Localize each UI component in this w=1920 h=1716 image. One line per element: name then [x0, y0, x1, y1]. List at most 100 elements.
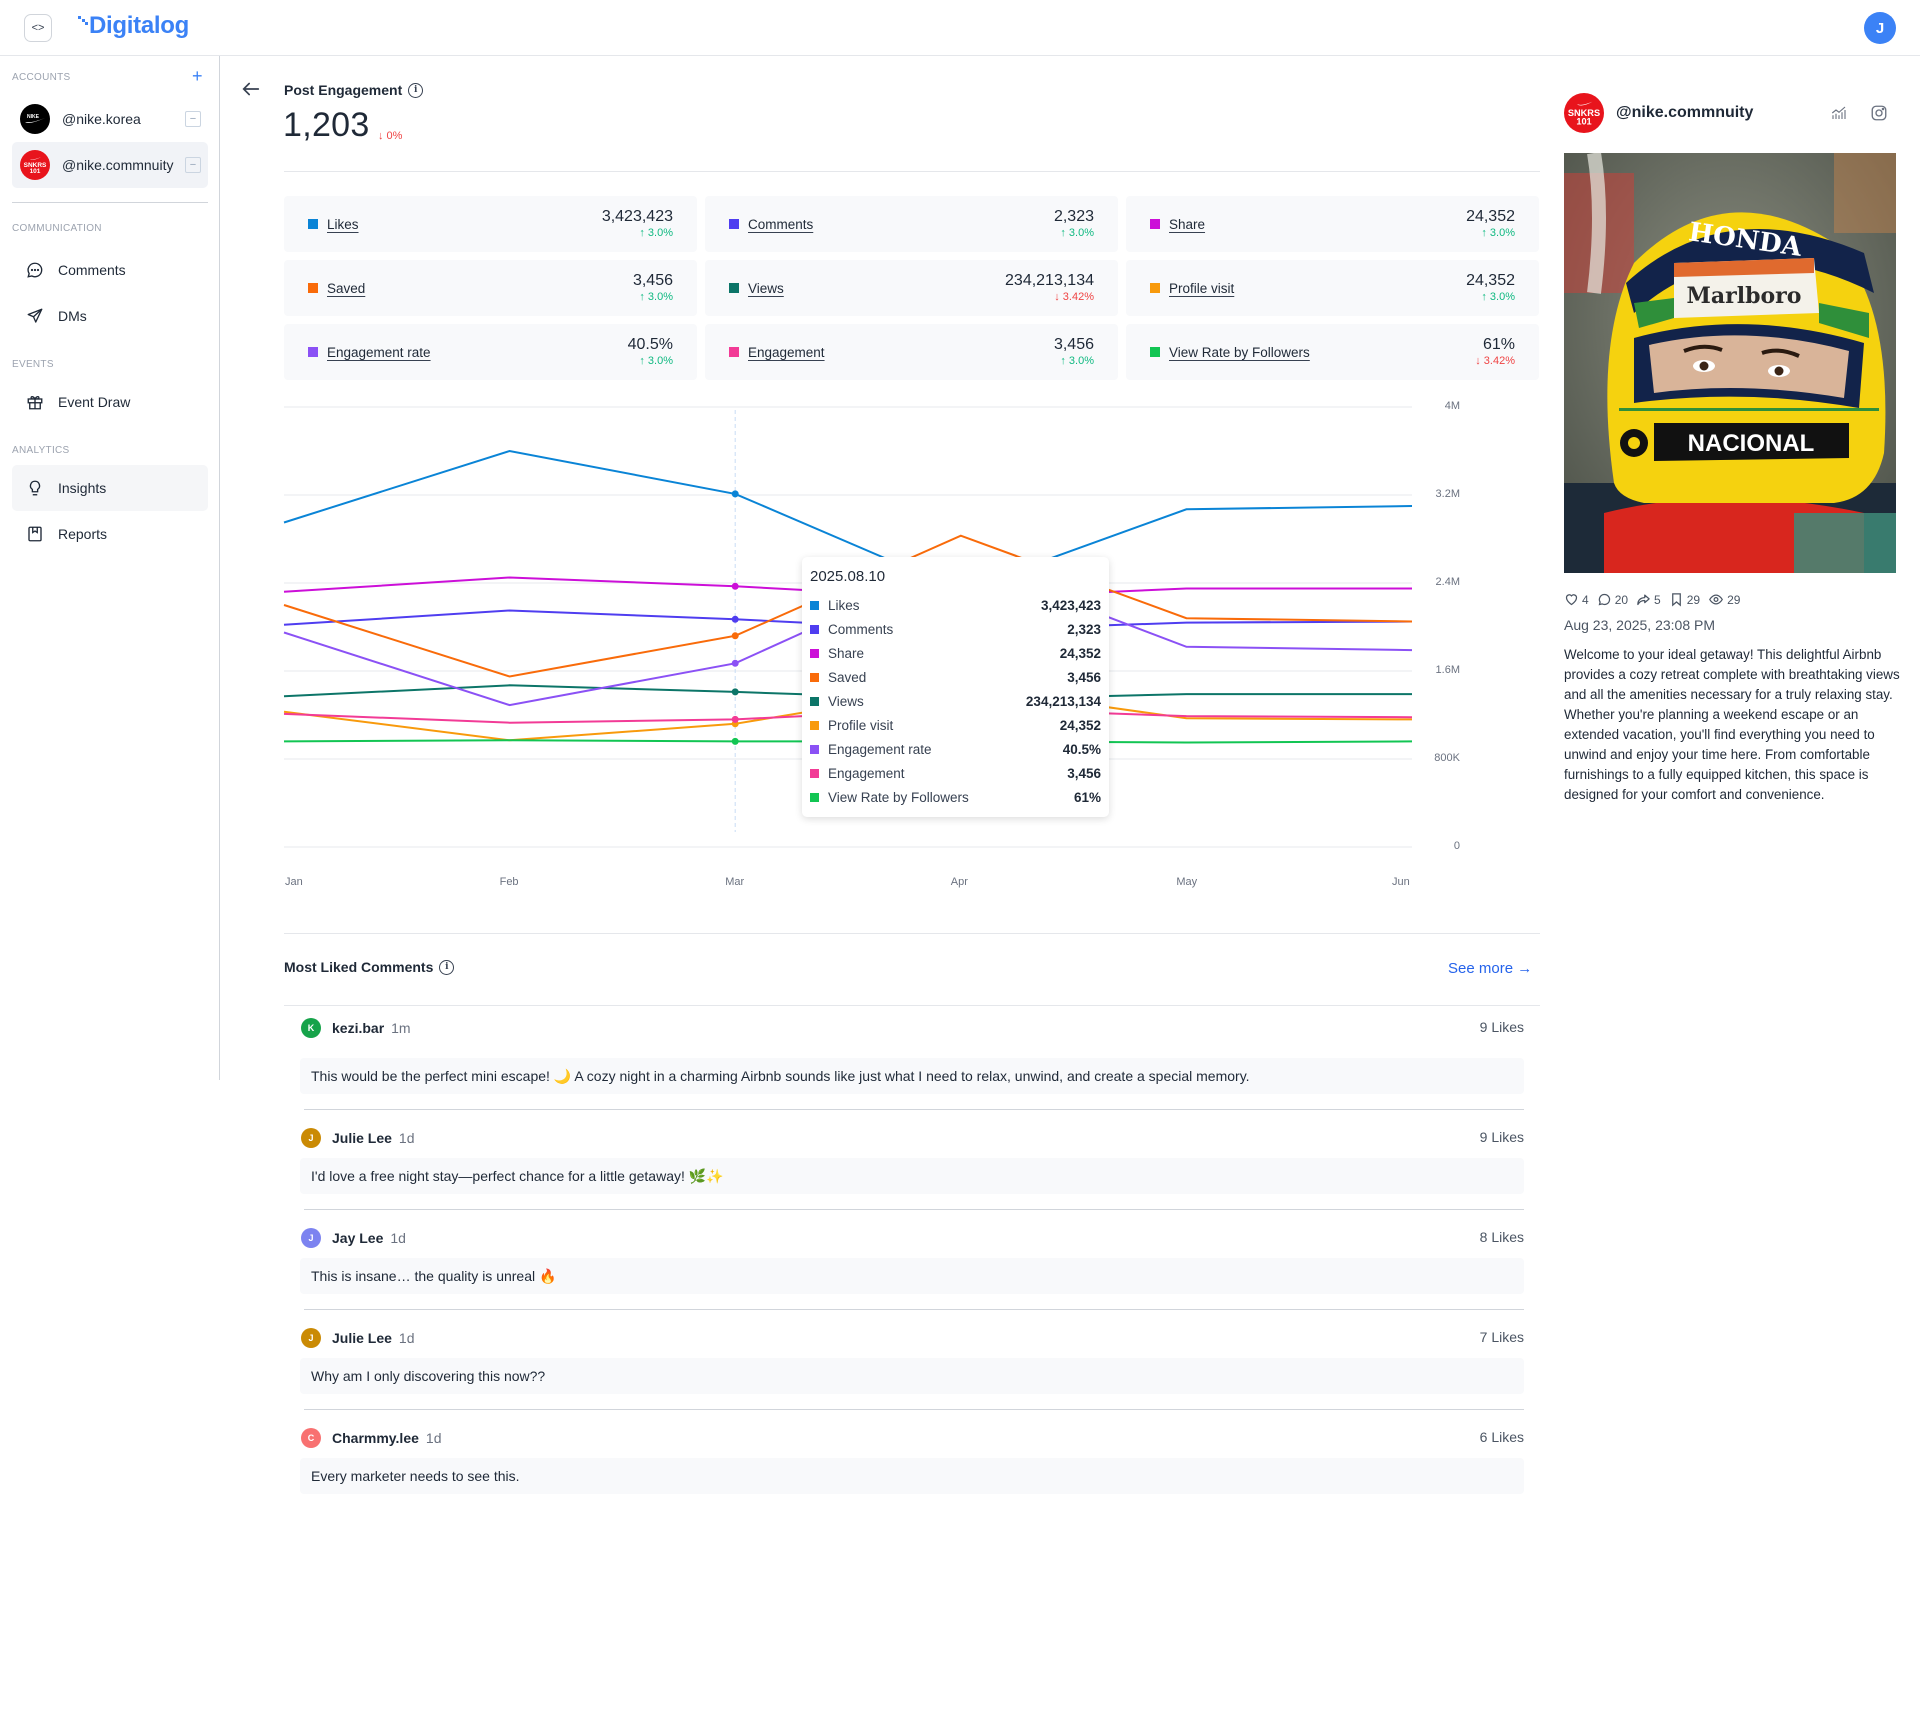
- metric-label[interactable]: Saved: [327, 280, 366, 296]
- metric-card-likes[interactable]: Likes 3,423,423 ↑ 3.0%: [284, 196, 697, 252]
- account-item-nike-korea[interactable]: NIKE @nike.korea −: [12, 96, 208, 142]
- legend-swatch: [810, 648, 819, 658]
- instagram-icon[interactable]: [1870, 104, 1888, 122]
- y-tick-label: 1.6M: [1435, 664, 1460, 676]
- info-icon[interactable]: i: [408, 82, 424, 98]
- y-tick-label: 2.4M: [1435, 576, 1460, 588]
- analytics-chart-icon[interactable]: [1830, 104, 1848, 122]
- metric-card-share[interactable]: Share 24,352 ↑ 3.0%: [1126, 196, 1539, 252]
- sidebar-item-reports[interactable]: Reports: [12, 511, 208, 557]
- commenter-name[interactable]: Julie Lee: [332, 1330, 392, 1346]
- svg-text:101: 101: [30, 168, 41, 175]
- tooltip-value: 24,352: [1059, 717, 1101, 733]
- user-avatar[interactable]: J: [1864, 12, 1896, 44]
- tooltip-row: Saved 3,456: [810, 665, 1101, 689]
- bookmark-icon: [1671, 593, 1681, 607]
- hover-point: [731, 715, 739, 723]
- metric-card-profile-visit[interactable]: Profile visit 24,352 ↑ 3.0%: [1126, 260, 1539, 316]
- comment-text: This would be the perfect mini escape! 🌙…: [300, 1058, 1524, 1094]
- metric-values: 3,456 ↑ 3.0%: [1054, 336, 1094, 369]
- shares-count: 5: [1654, 592, 1661, 607]
- commenter-name[interactable]: Julie Lee: [332, 1130, 392, 1146]
- post-photo[interactable]: HONDA Marlboro NACIONAL: [1564, 153, 1896, 573]
- tooltip-row: Comments 2,323: [810, 617, 1101, 641]
- most-liked-comments-title: Most Liked Comments i: [284, 959, 455, 975]
- remove-account-button[interactable]: −: [185, 157, 201, 173]
- tooltip-value: 3,456: [1067, 765, 1101, 781]
- metric-card-engagement-rate[interactable]: Engagement rate 40.5% ↑ 3.0%: [284, 324, 697, 380]
- metric-label[interactable]: View Rate by Followers: [1169, 344, 1310, 360]
- back-button[interactable]: [240, 78, 262, 100]
- add-account-button[interactable]: +: [192, 66, 203, 86]
- metric-label[interactable]: Share: [1169, 216, 1206, 232]
- legend-swatch: [729, 347, 739, 357]
- remove-account-button[interactable]: −: [185, 111, 201, 127]
- sidebar: ACCOUNTS + NIKE @nike.korea − SNKRS 101 @…: [0, 56, 220, 1080]
- sidebar-item-event-draw[interactable]: Event Draw: [12, 379, 208, 425]
- commenter-name[interactable]: Charmmy.lee: [332, 1430, 419, 1446]
- hover-point: [731, 659, 739, 667]
- legend-swatch: [810, 720, 819, 730]
- metric-value: 2,323: [1053, 207, 1094, 225]
- comment-likes: 9 Likes: [1479, 1019, 1524, 1035]
- metric-label[interactable]: Engagement rate: [327, 344, 431, 360]
- metric-value: 3,456: [632, 271, 673, 289]
- metric-values: 3,423,423 ↑ 3.0%: [602, 208, 673, 241]
- likes-count: 4: [1582, 592, 1589, 607]
- events-section-label: EVENTS: [12, 359, 54, 370]
- metric-label[interactable]: Comments: [748, 216, 814, 232]
- commenter-name[interactable]: kezi.bar: [332, 1020, 385, 1036]
- see-more-link[interactable]: See more →: [1448, 960, 1533, 977]
- svg-text:101: 101: [1576, 116, 1591, 126]
- likes-stat: 4: [1564, 592, 1589, 607]
- legend-swatch: [810, 624, 819, 634]
- comment-divider: [304, 1109, 1524, 1110]
- hover-point: [731, 632, 739, 640]
- account-item-nike-community[interactable]: SNKRS 101 @nike.commnuity −: [12, 142, 208, 188]
- sidebar-item-dms[interactable]: DMs: [12, 293, 208, 339]
- metric-label[interactable]: Engagement: [748, 344, 825, 360]
- post-engagement-change: ↓ 0%: [378, 130, 403, 142]
- gift-icon: [26, 393, 44, 411]
- sidebar-item-label: Reports: [58, 526, 108, 542]
- info-icon[interactable]: i: [439, 959, 455, 975]
- hover-point: [731, 688, 739, 696]
- comment-divider: [304, 1209, 1524, 1210]
- saves-count: 29: [1686, 592, 1701, 607]
- tooltip-row: Likes 3,423,423: [810, 593, 1101, 617]
- y-tick-label: 800K: [1434, 752, 1460, 764]
- nike-swoosh-icon: NIKE: [25, 114, 45, 123]
- hover-point: [731, 615, 739, 623]
- comment-likes: 7 Likes: [1479, 1329, 1524, 1345]
- sidebar-toggle-button[interactable]: <>: [24, 14, 52, 42]
- tooltip-label: Profile visit: [828, 717, 894, 733]
- x-tick-label: Jan: [285, 876, 303, 888]
- tooltip-row: Share 24,352: [810, 641, 1101, 665]
- logo-text: Digitalog: [89, 12, 189, 39]
- comment-likes: 9 Likes: [1479, 1129, 1524, 1145]
- metric-label[interactable]: Profile visit: [1169, 280, 1235, 296]
- sidebar-item-comments[interactable]: Comments: [12, 247, 208, 293]
- metric-value: 24,352: [1466, 207, 1515, 225]
- tooltip-label: Engagement rate: [828, 741, 932, 757]
- metric-label[interactable]: Likes: [327, 216, 359, 232]
- metric-card-view-rate-by-followers[interactable]: View Rate by Followers 61% ↓ 3.42%: [1126, 324, 1539, 380]
- post-account-handle[interactable]: @nike.commnuity: [1616, 104, 1754, 121]
- metric-card-engagement[interactable]: Engagement 3,456 ↑ 3.0%: [705, 324, 1118, 380]
- series-line-likes[interactable]: [283, 449, 1413, 592]
- sidebar-item-label: Event Draw: [58, 394, 131, 410]
- metric-card-saved[interactable]: Saved 3,456 ↑ 3.0%: [284, 260, 697, 316]
- metric-label[interactable]: Views: [748, 280, 784, 296]
- commenter-avatar: K: [301, 1018, 321, 1038]
- sidebar-item-insights[interactable]: Insights: [12, 465, 208, 511]
- legend-swatch: [308, 347, 318, 357]
- tooltip-date: 2025.08.10: [810, 568, 886, 585]
- app-logo[interactable]: Digitalog: [78, 12, 189, 40]
- legend-swatch: [810, 672, 819, 682]
- commenter-name[interactable]: Jay Lee: [332, 1230, 384, 1246]
- tooltip-row: Profile visit 24,352: [810, 713, 1101, 737]
- comment-divider: [304, 1409, 1524, 1410]
- metric-card-comments[interactable]: Comments 2,323 ↑ 3.0%: [705, 196, 1118, 252]
- metric-card-views[interactable]: Views 234,213,134 ↓ 3.42%: [705, 260, 1118, 316]
- metric-value: 61%: [1482, 335, 1515, 353]
